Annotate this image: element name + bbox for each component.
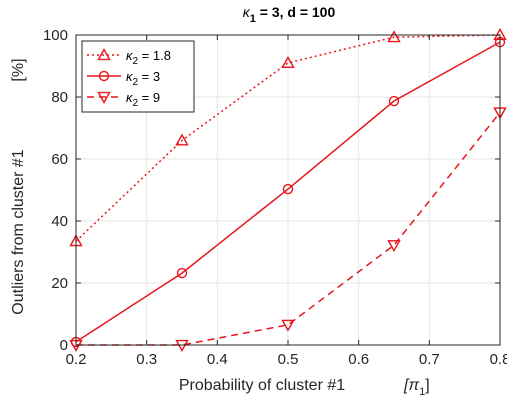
legend-entry: κ2 = 1.8 — [87, 48, 171, 67]
y-tick-label: 100 — [43, 27, 68, 44]
x-tick-label: 0.7 — [419, 351, 440, 368]
legend-label: κ2 = 3 — [126, 69, 160, 88]
data-point — [388, 95, 400, 107]
data-point — [281, 55, 295, 69]
legend-marker — [98, 70, 110, 82]
y-axis-label: Outliers from cluster #1 — [10, 149, 27, 314]
legend: κ2 = 1.8 κ2 = 3 κ2 = 9 — [81, 40, 195, 113]
ticks: 0.2 0.3 0.4 0.5 0.6 0.7 0.8 0 20 40 60 80 100 — [43, 27, 507, 368]
legend-label: κ2 = 1.8 — [126, 48, 171, 67]
legend-entry: κ2 = 9 — [87, 90, 160, 109]
data-point — [282, 183, 294, 195]
chart-title: κ1 = 3, d = 100 — [243, 4, 336, 25]
legend-marker — [97, 91, 111, 104]
y-tick-label: 60 — [51, 151, 68, 168]
x-tick-label: 0.4 — [207, 351, 228, 368]
x-tick-label: 0.6 — [348, 351, 369, 368]
y-tick-label: 20 — [51, 275, 68, 292]
y-tick-label: 40 — [51, 213, 68, 230]
data-point — [387, 30, 401, 43]
y-tick-label: 80 — [51, 89, 68, 106]
legend-entry: κ2 = 3 — [87, 69, 160, 88]
x-tick-label: 0.3 — [136, 351, 157, 368]
data-point — [387, 240, 401, 253]
x-tick-label: 0.2 — [66, 351, 87, 368]
y-axis-unit: [%] — [10, 58, 27, 81]
x-tick-label: 0.5 — [278, 351, 299, 368]
y-tick-label: 0 — [60, 337, 68, 354]
x-tick-label: 0.8 — [490, 351, 507, 368]
data-point — [175, 133, 189, 146]
x-axis-symbol: [π1] — [403, 377, 430, 398]
legend-marker — [97, 48, 111, 61]
data-point — [176, 267, 188, 279]
legend-label: κ2 = 9 — [126, 90, 160, 109]
series-line — [75, 41, 501, 343]
data-point — [281, 319, 295, 332]
data-point — [175, 339, 189, 352]
x-axis-label: Probability of cluster #1 — [179, 377, 345, 394]
